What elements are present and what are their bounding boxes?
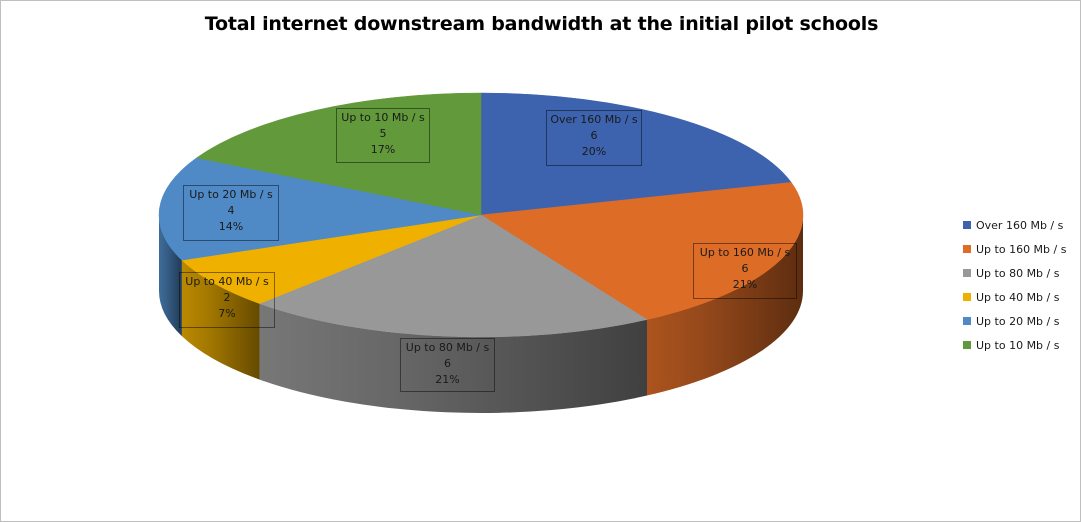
data-label-1: Up to 160 Mb / s 6 21%: [693, 243, 797, 299]
pie-side-3: [181, 260, 260, 380]
data-label-value: 2: [223, 291, 231, 304]
data-label-category: Up to 20 Mb / s: [189, 188, 273, 201]
data-label-value: 6: [444, 357, 451, 370]
data-label-category: Over 160 Mb / s: [550, 113, 638, 126]
legend-item-4: Up to 20 Mb / s: [963, 309, 1066, 333]
legend-swatch: [963, 269, 971, 277]
legend-label: Up to 20 Mb / s: [976, 314, 1060, 328]
legend-item-0: Over 160 Mb / s: [963, 213, 1066, 237]
pie-slice-5[interactable]: [195, 92, 482, 216]
data-label-category: Up to 10 Mb / s: [341, 111, 425, 124]
pie-side-1: [647, 215, 803, 396]
pie-slice-2[interactable]: [258, 214, 648, 338]
legend-item-2: Up to 80 Mb / s: [963, 261, 1066, 285]
legend-item-1: Up to 160 Mb / s: [963, 237, 1066, 261]
pie-slice-3[interactable]: [181, 214, 482, 304]
data-label-3: Up to 40 Mb / s 2 7%: [179, 272, 275, 328]
legend-label: Up to 10 Mb / s: [976, 338, 1060, 352]
legend-label: Up to 160 Mb / s: [976, 242, 1067, 256]
pie-side-2: [259, 303, 648, 414]
legend-item-3: Up to 40 Mb / s: [963, 285, 1066, 309]
pie-side-4: [159, 215, 182, 337]
legend-swatch: [963, 245, 971, 253]
legend-label: Over 160 Mb / s: [976, 218, 1064, 232]
pie-slice-4[interactable]: [158, 157, 482, 261]
data-label-value: 5: [379, 127, 387, 140]
data-label-category: Up to 80 Mb / s: [405, 341, 490, 354]
legend-swatch: [963, 221, 971, 229]
legend-label: Up to 40 Mb / s: [976, 290, 1060, 304]
data-label-percent: 7%: [218, 307, 236, 320]
legend: Over 160 Mb / s Up to 160 Mb / s Up to 80 …: [963, 213, 1066, 357]
pie-slice-1[interactable]: [480, 182, 804, 320]
pie-slice-0[interactable]: [480, 92, 792, 216]
legend-swatch: [963, 293, 971, 301]
data-label-2: Up to 80 Mb / s 6 21%: [400, 338, 495, 392]
data-label-value: 6: [741, 262, 749, 275]
data-label-5: Up to 10 Mb / s 5 17%: [336, 108, 430, 163]
data-label-value: 6: [590, 129, 598, 142]
data-label-category: Up to 40 Mb / s: [185, 275, 269, 288]
legend-swatch: [963, 317, 971, 325]
chart-title: Total internet downstream bandwidth at t…: [204, 13, 879, 35]
data-label-percent: 21%: [732, 278, 758, 291]
data-label-category: Up to 160 Mb / s: [699, 246, 791, 259]
legend-item-5: Up to 10 Mb / s: [963, 333, 1066, 357]
data-label-0: Over 160 Mb / s 6 20%: [546, 110, 642, 166]
data-label-percent: 14%: [218, 220, 244, 233]
data-label-4: Up to 20 Mb / s 4 14%: [183, 185, 279, 241]
data-label-value: 4: [227, 204, 235, 217]
legend-swatch: [963, 341, 971, 349]
data-label-percent: 20%: [581, 145, 607, 158]
data-label-percent: 17%: [370, 143, 396, 156]
legend-label: Up to 80 Mb / s: [976, 266, 1060, 280]
data-label-percent: 21%: [435, 373, 460, 386]
